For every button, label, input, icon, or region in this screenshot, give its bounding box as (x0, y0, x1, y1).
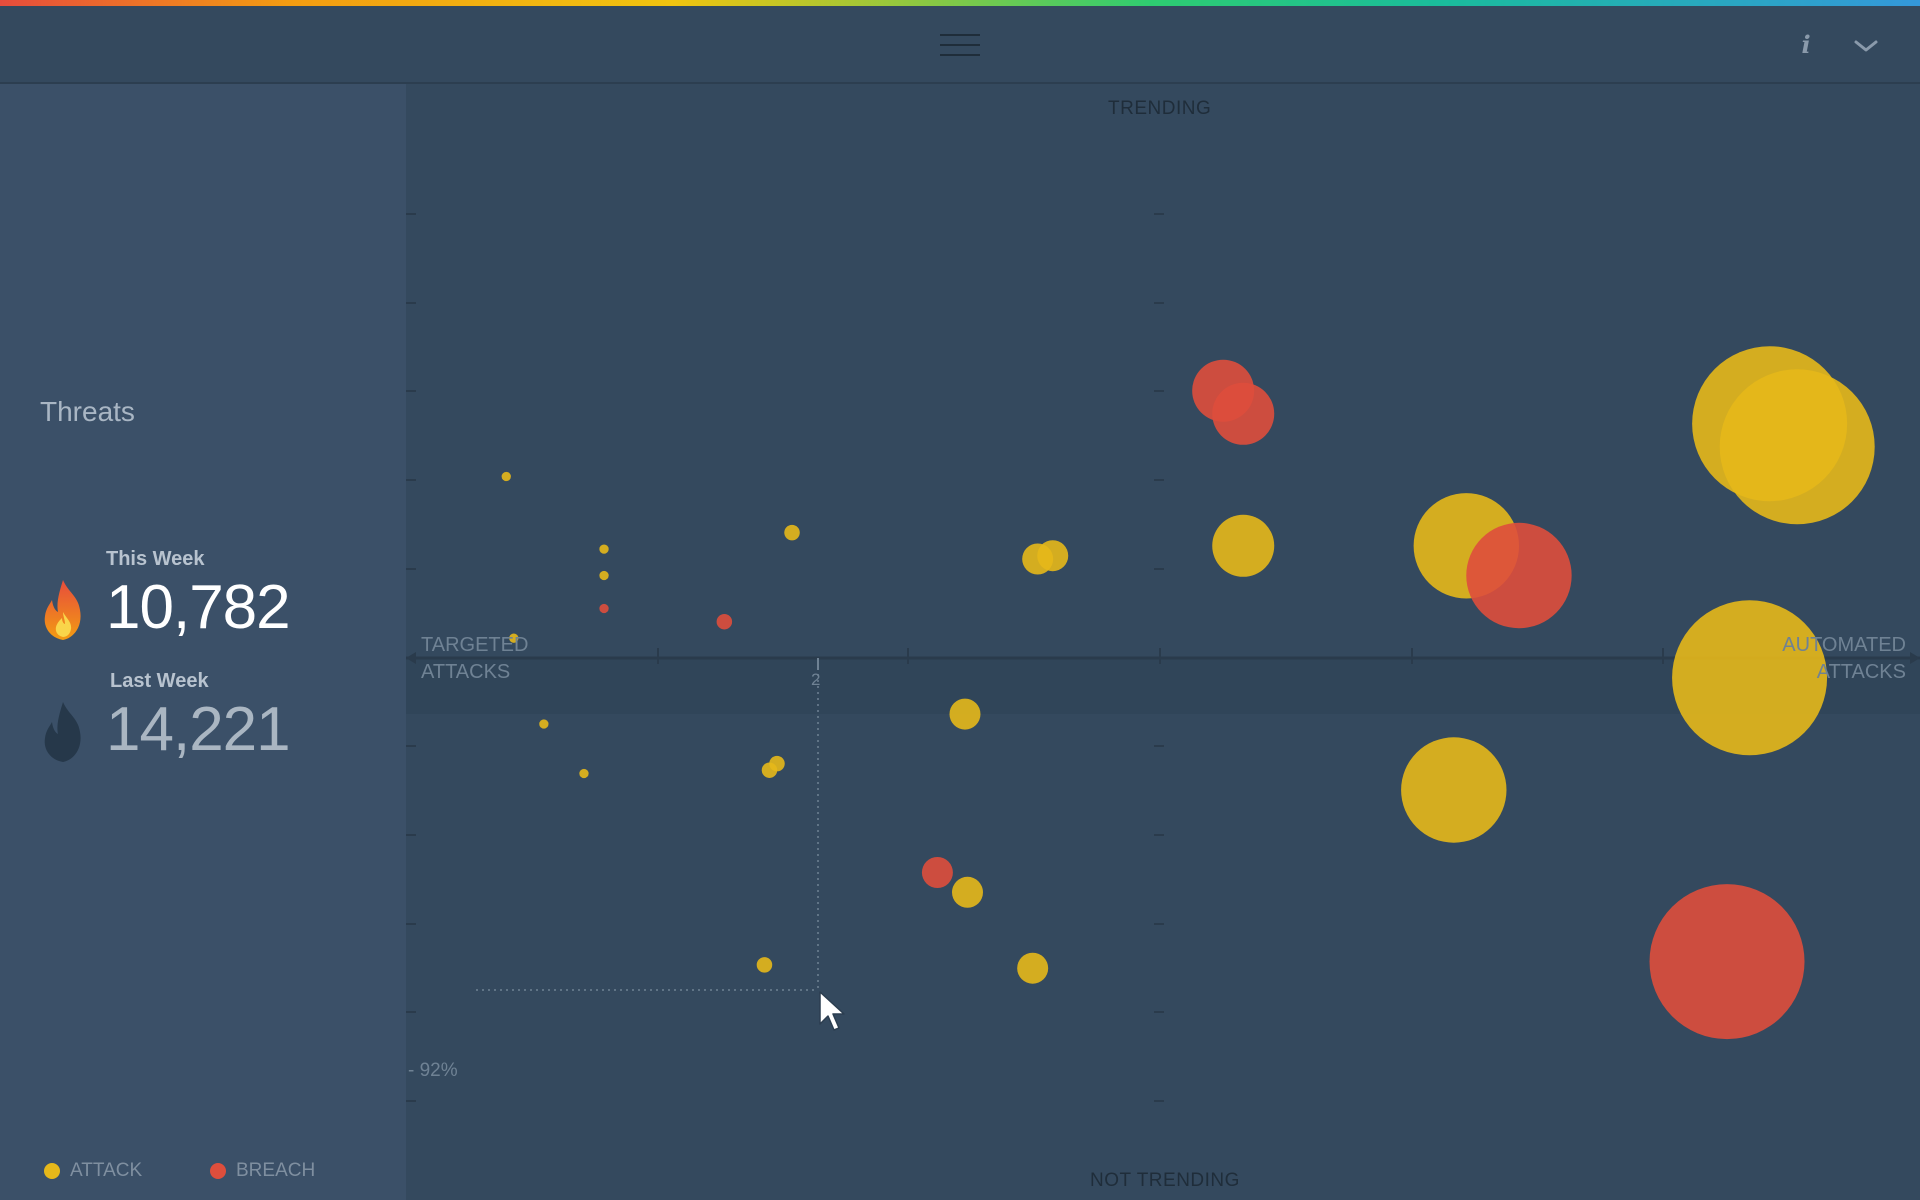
this-week-label: This Week (106, 548, 205, 570)
this-week-value: 10,782 (106, 573, 291, 642)
sidebar (0, 84, 406, 1200)
attack-bubble (1017, 952, 1049, 984)
attack-bubble (599, 544, 609, 554)
last-week-value: 14,221 (106, 695, 291, 764)
legend-item-attack: ATTACK (44, 1160, 142, 1182)
breach-bubble (716, 613, 733, 630)
attack-bubble (769, 755, 785, 772)
attack-bubble (579, 768, 589, 779)
last-week-label: Last Week (110, 670, 209, 692)
attack-bubble (1719, 369, 1875, 525)
x-axis-arrow-right (1910, 652, 1920, 664)
targeted-attacks-label: TARGETED ATTACKS (421, 634, 529, 683)
attack-dot-icon (44, 1163, 60, 1179)
trending-label: TRENDING (1108, 98, 1212, 119)
attack-bubble (1672, 600, 1828, 756)
attack-bubble (949, 698, 981, 730)
breach-bubble (1212, 382, 1275, 445)
attack-bubble (539, 719, 549, 729)
not-trending-label: NOT TRENDING (1090, 1170, 1240, 1191)
threat-bubble-chart[interactable]: TRENDING NOT TRENDING TARGETED ATTACKS A… (406, 84, 1920, 1200)
chevron-down-icon[interactable] (1850, 34, 1882, 58)
info-icon[interactable]: i (1801, 30, 1811, 59)
attack-bubble (1401, 737, 1507, 843)
attack-bubble (599, 570, 609, 581)
attack-bubble (1037, 540, 1069, 572)
hover-x-tick-label: 2 (811, 670, 821, 689)
legend-label: ATTACK (70, 1160, 143, 1181)
breach-bubble (599, 603, 609, 614)
rainbow-accent-bar (0, 0, 1920, 6)
breach-dot-icon (210, 1163, 226, 1179)
attack-bubble (509, 633, 519, 643)
hover-y-percent-label: - 92% (408, 1060, 458, 1081)
breach-bubble (1466, 522, 1572, 629)
attack-bubble (1212, 514, 1275, 577)
attack-bubble (951, 876, 983, 908)
legend-label: BREACH (236, 1160, 316, 1181)
attack-bubble (784, 524, 800, 541)
threats-title: Threats (40, 396, 135, 427)
breach-bubble (921, 857, 953, 888)
attack-bubble (501, 471, 511, 482)
attack-bubble (756, 957, 773, 973)
axis-band (406, 658, 1920, 714)
legend-item-breach: BREACH (210, 1160, 315, 1182)
top-bar: i (0, 6, 1920, 84)
breach-bubble (1649, 884, 1805, 1040)
x-axis-arrow-left (406, 652, 416, 664)
automated-attacks-label: AUTOMATED ATTACKS (1782, 634, 1906, 683)
hamburger-icon[interactable] (940, 34, 980, 56)
chart-canvas (406, 213, 1920, 1102)
